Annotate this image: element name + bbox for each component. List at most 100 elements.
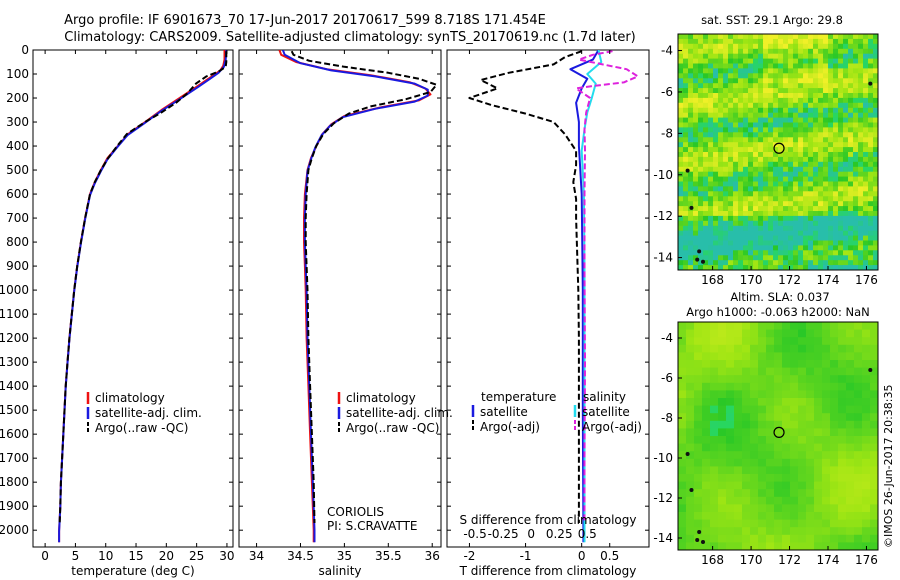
heatmap-cell xyxy=(868,191,874,197)
heatmap-cell xyxy=(708,68,714,74)
heatmap-cell xyxy=(703,137,709,143)
heatmap-cell xyxy=(708,186,714,192)
heatmap-cell xyxy=(823,78,829,84)
heatmap-cell xyxy=(783,152,789,158)
heatmap-cell xyxy=(778,156,784,163)
heatmap-cell xyxy=(798,489,807,498)
heatmap-cell xyxy=(803,117,809,124)
legend-label-argo: Argo(..raw -QC) xyxy=(346,421,439,435)
heatmap-cell xyxy=(843,34,849,40)
heatmap-cell xyxy=(678,240,684,246)
heatmap-cell xyxy=(734,534,743,543)
heatmap-cell xyxy=(838,73,844,79)
heatmap-cell xyxy=(758,48,764,55)
heatmap-cell xyxy=(733,186,739,192)
heatmap-cell xyxy=(774,344,783,353)
heatmap-cell xyxy=(803,93,809,99)
heatmap-cell xyxy=(863,97,869,104)
heatmap-cell xyxy=(813,58,819,65)
heatmap-cell xyxy=(793,191,799,197)
heatmap-cell xyxy=(813,107,819,114)
heatmap-cell xyxy=(782,413,791,422)
heatmap-cell xyxy=(853,240,859,246)
heatmap-cell xyxy=(783,83,789,89)
heatmap-cell xyxy=(798,225,804,232)
heatmap-cell xyxy=(828,73,834,79)
heatmap-cell xyxy=(688,83,694,89)
heatmap-cell xyxy=(808,201,814,207)
heatmap-cell xyxy=(713,240,719,246)
heatmap-cell xyxy=(868,58,874,65)
heatmap-cell xyxy=(738,161,744,168)
heatmap-cell xyxy=(768,102,774,109)
heatmap-cell xyxy=(748,156,754,163)
island-marker xyxy=(868,81,873,86)
heatmap-cell xyxy=(782,428,791,437)
heatmap-cell xyxy=(683,142,689,148)
heatmap-cell xyxy=(743,152,749,158)
heatmap-cell xyxy=(868,166,874,173)
heatmap-cell xyxy=(678,322,687,331)
heatmap-cell xyxy=(822,352,831,361)
heatmap-cell xyxy=(790,542,799,550)
heatmap-cell xyxy=(854,534,863,543)
heatmap-cell xyxy=(718,107,724,114)
heatmap-cell xyxy=(833,97,839,104)
heatmap-cell xyxy=(774,329,783,338)
heatmap-cell xyxy=(788,142,794,148)
legend-label-argo: Argo(..raw -QC) xyxy=(95,421,188,435)
heatmap-cell xyxy=(694,405,703,414)
heatmap-cell xyxy=(822,458,831,467)
heatmap-cell xyxy=(748,240,754,246)
heatmap-cell xyxy=(763,191,769,197)
heatmap-cell xyxy=(703,117,709,124)
heatmap-cell xyxy=(853,235,859,242)
heatmap-cell xyxy=(843,53,849,60)
heatmap-cell xyxy=(678,413,687,422)
heatmap-cell xyxy=(830,481,839,490)
heatmap-cell xyxy=(863,250,869,256)
heatmap-cell xyxy=(858,161,864,168)
heatmap-cell xyxy=(750,360,759,369)
heatmap-cell xyxy=(702,405,711,414)
heatmap-cell xyxy=(683,147,689,153)
heatmap-cell xyxy=(713,83,719,89)
heatmap-cell xyxy=(753,38,759,45)
heatmap-cell xyxy=(843,127,849,133)
heatmap-cell xyxy=(793,88,799,94)
heatmap-cell xyxy=(773,68,779,74)
heatmap-cell xyxy=(678,512,687,521)
heatmap-cell xyxy=(783,132,789,138)
heatmap-cell xyxy=(843,73,849,79)
heatmap-cell xyxy=(763,211,769,217)
heatmap-cell xyxy=(683,220,689,227)
heatmap-cell xyxy=(818,132,824,138)
heatmap-cell xyxy=(768,73,774,79)
heatmap-cell xyxy=(683,186,689,192)
heatmap-cell xyxy=(698,152,704,158)
heatmap-cell xyxy=(823,53,829,60)
heatmap-cell xyxy=(703,38,709,45)
heatmap-cell xyxy=(838,375,847,384)
x-tick-label: -1 xyxy=(520,549,532,563)
heatmap-cell xyxy=(783,53,789,60)
map-x-tick-label: 172 xyxy=(778,273,801,287)
heatmap-cell xyxy=(733,260,739,266)
heatmap-cell xyxy=(758,390,767,399)
legend-header-temperature: temperature xyxy=(481,390,556,404)
heatmap-cell xyxy=(753,255,759,261)
heatmap-cell xyxy=(778,34,784,40)
heatmap-cell xyxy=(848,211,854,217)
heatmap-cell xyxy=(678,443,687,452)
heatmap-cell xyxy=(710,512,719,521)
heatmap-cell xyxy=(818,122,824,128)
heatmap-cell xyxy=(782,489,791,498)
heatmap-cell xyxy=(703,255,709,261)
heatmap-cell xyxy=(858,206,864,212)
heatmap-cell xyxy=(828,68,834,74)
heatmap-cell xyxy=(788,166,794,173)
heatmap-cell xyxy=(713,220,719,227)
heatmap-cell xyxy=(868,181,874,187)
heatmap-cell xyxy=(703,58,709,65)
heatmap-cell xyxy=(688,171,694,178)
